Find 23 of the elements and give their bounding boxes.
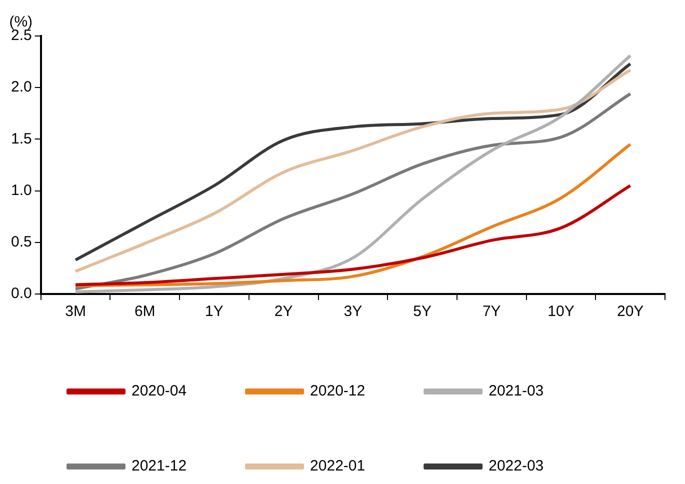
y-tick-label: 1.0 — [10, 182, 32, 199]
line-series — [74, 184, 632, 286]
x-tick-label: 5Y — [413, 303, 432, 320]
legend-label: 2022-01 — [310, 458, 366, 475]
y-tick-label: 1.5 — [10, 130, 32, 148]
x-tick-label: 10Y — [548, 303, 574, 320]
x-tick-label: 7Y — [482, 303, 501, 320]
legend-label: 2020-04 — [132, 382, 187, 400]
y-axis-title: (%) — [9, 14, 33, 31]
x-tick-label: 3Y — [344, 303, 362, 320]
line-series — [74, 92, 632, 290]
legend-label: 2021-03 — [488, 382, 544, 400]
legend-label: 2021-12 — [132, 458, 187, 475]
x-tick-label: 6M — [134, 303, 156, 320]
x-tick-label: 1Y — [205, 303, 224, 320]
x-tick-label: 3M — [65, 303, 86, 320]
y-tick-label: 2.0 — [10, 78, 32, 96]
x-tick-label: 2Y — [274, 303, 293, 320]
y-tick-label: 0.5 — [10, 234, 32, 251]
legend-label: 2022-03 — [488, 458, 544, 475]
x-tick-label: 20Y — [616, 303, 644, 320]
legend-label: 2020-12 — [310, 382, 366, 400]
y-tick-label: 0.0 — [10, 285, 32, 302]
